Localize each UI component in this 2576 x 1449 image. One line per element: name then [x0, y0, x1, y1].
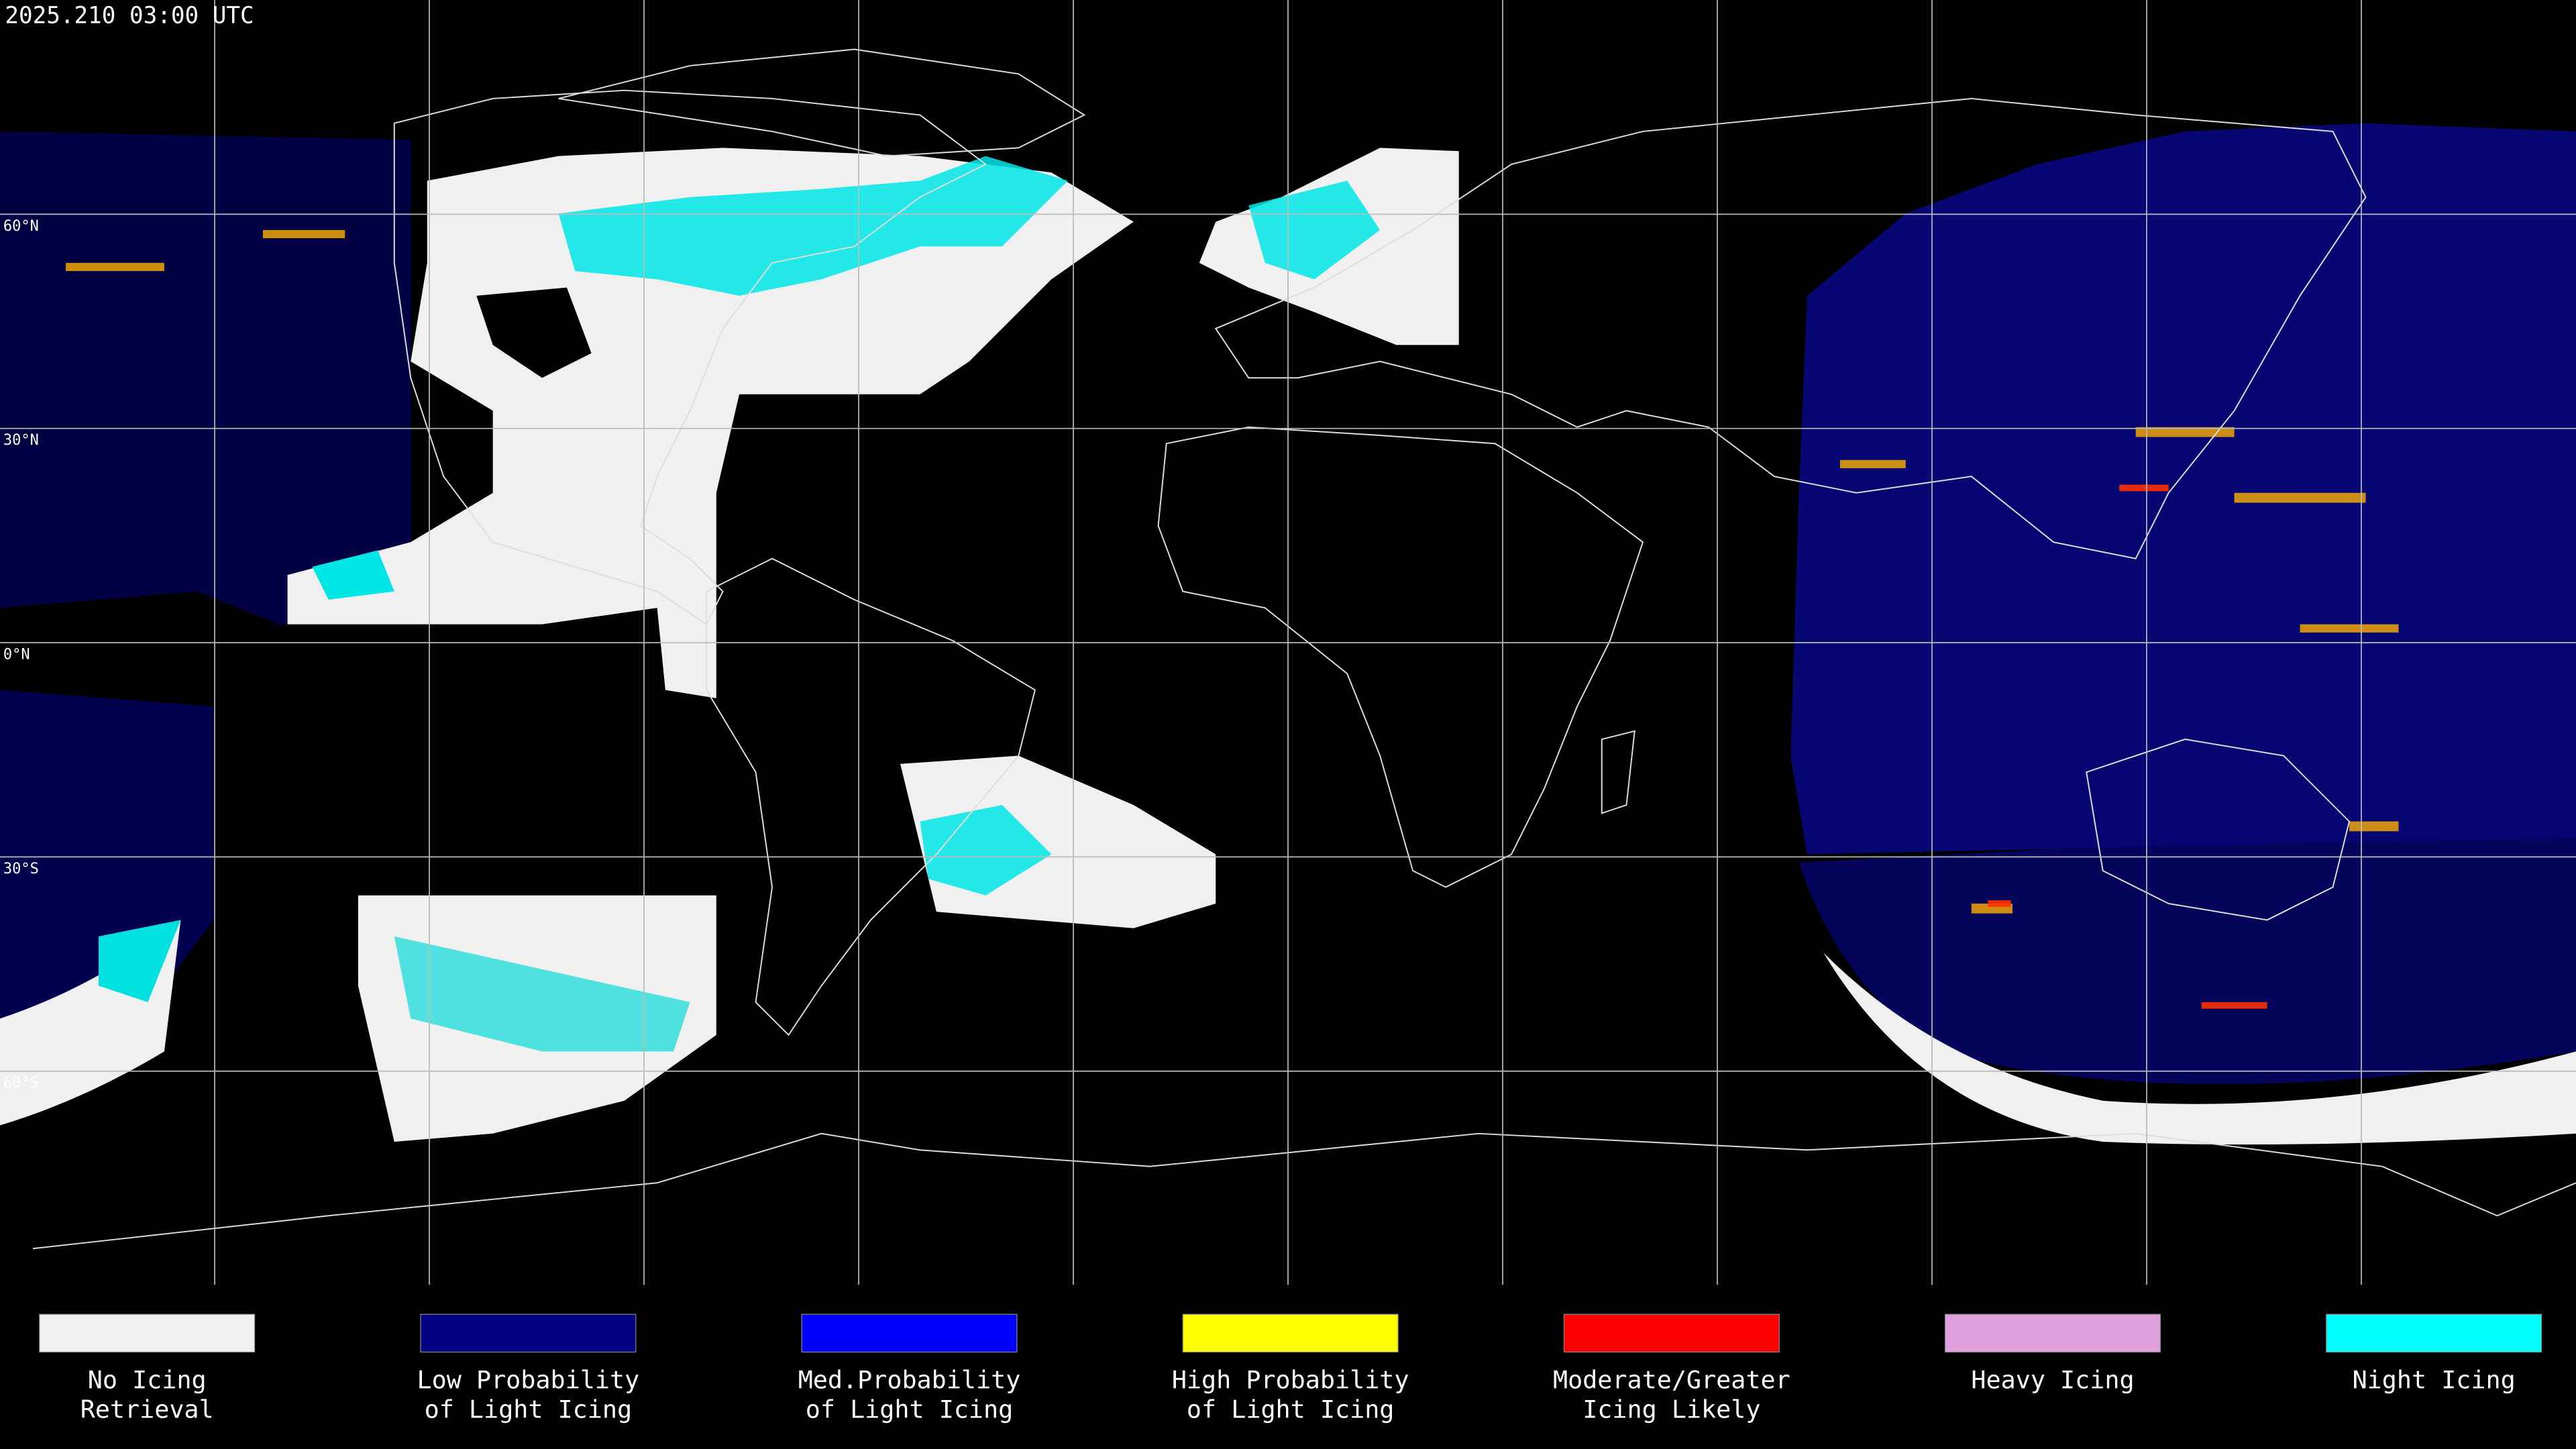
north-america	[393, 89, 987, 626]
no-retrieval-region	[1823, 953, 2576, 1145]
legend-label: Retrieval	[80, 1395, 214, 1424]
latitude-label: 30°N	[3, 432, 39, 449]
icing-region	[0, 131, 411, 625]
streak	[262, 229, 345, 239]
legend-swatch	[1563, 1313, 1780, 1353]
legend-label: No Icing	[88, 1365, 207, 1394]
map-layers	[0, 123, 2576, 1145]
legend-label: Heavy Icing	[1971, 1365, 2134, 1394]
legend-label: Low Probability	[417, 1365, 640, 1394]
night-icing-region	[920, 805, 1052, 896]
legend-swatch	[2326, 1313, 2542, 1353]
icing-region	[1799, 821, 2576, 1085]
eurasia	[1214, 97, 2367, 559]
legend-swatch	[1182, 1313, 1399, 1353]
australia	[2086, 739, 2351, 921]
legend-swatch	[39, 1313, 256, 1353]
streak	[2349, 821, 2399, 832]
latitude-label: 60°S	[3, 1075, 39, 1091]
coastlines	[32, 48, 2576, 1250]
legend-label: of Light Icing	[425, 1395, 633, 1424]
latitude-label: 60°N	[3, 218, 39, 235]
streak	[2119, 484, 2169, 492]
timestamp: 2025.210 03:00 UTC	[5, 2, 254, 29]
night-icing-region	[312, 550, 394, 600]
streak	[65, 262, 164, 272]
legend-label: High Probability	[1172, 1365, 1409, 1394]
graticule	[0, 0, 2576, 1285]
legend-label: Night Icing	[2353, 1365, 2516, 1394]
legend-swatch	[1944, 1313, 2161, 1353]
graticule-labels: 60°N 30°N 0°N 30°S 60°S	[3, 218, 39, 1091]
night-icing-region	[394, 936, 690, 1052]
streak	[2234, 492, 2366, 503]
legend-label: of Light Icing	[1187, 1395, 1395, 1424]
no-retrieval-region	[287, 148, 1134, 698]
night-icing-region	[98, 920, 181, 1002]
icing-region	[1790, 123, 2576, 855]
night-icing-region	[558, 156, 1068, 296]
latitude-label: 30°S	[3, 861, 39, 877]
legend-label: of Light Icing	[806, 1395, 1013, 1424]
legend-label: Icing Likely	[1582, 1395, 1760, 1424]
antarctica	[32, 1132, 2576, 1250]
streak	[2135, 427, 2235, 437]
clear-area	[476, 287, 592, 378]
legend-swatch	[420, 1313, 637, 1353]
legend-label: Med.Probability	[798, 1365, 1021, 1394]
legend-label: Moderate/Greater	[1553, 1365, 1790, 1394]
moderate-icing-streaks	[1988, 484, 2267, 1009]
africa	[1157, 426, 1644, 888]
madagascar	[1601, 730, 1635, 814]
legend-swatch	[801, 1313, 1018, 1353]
streak	[2201, 1002, 2267, 1009]
greenland	[558, 48, 1086, 157]
south-america	[706, 557, 1036, 1036]
streak	[1988, 900, 2011, 907]
high-icing-streaks	[65, 229, 2399, 914]
latitude-label: 0°N	[3, 647, 30, 663]
streak	[2300, 624, 2399, 633]
streak	[1839, 460, 1906, 468]
